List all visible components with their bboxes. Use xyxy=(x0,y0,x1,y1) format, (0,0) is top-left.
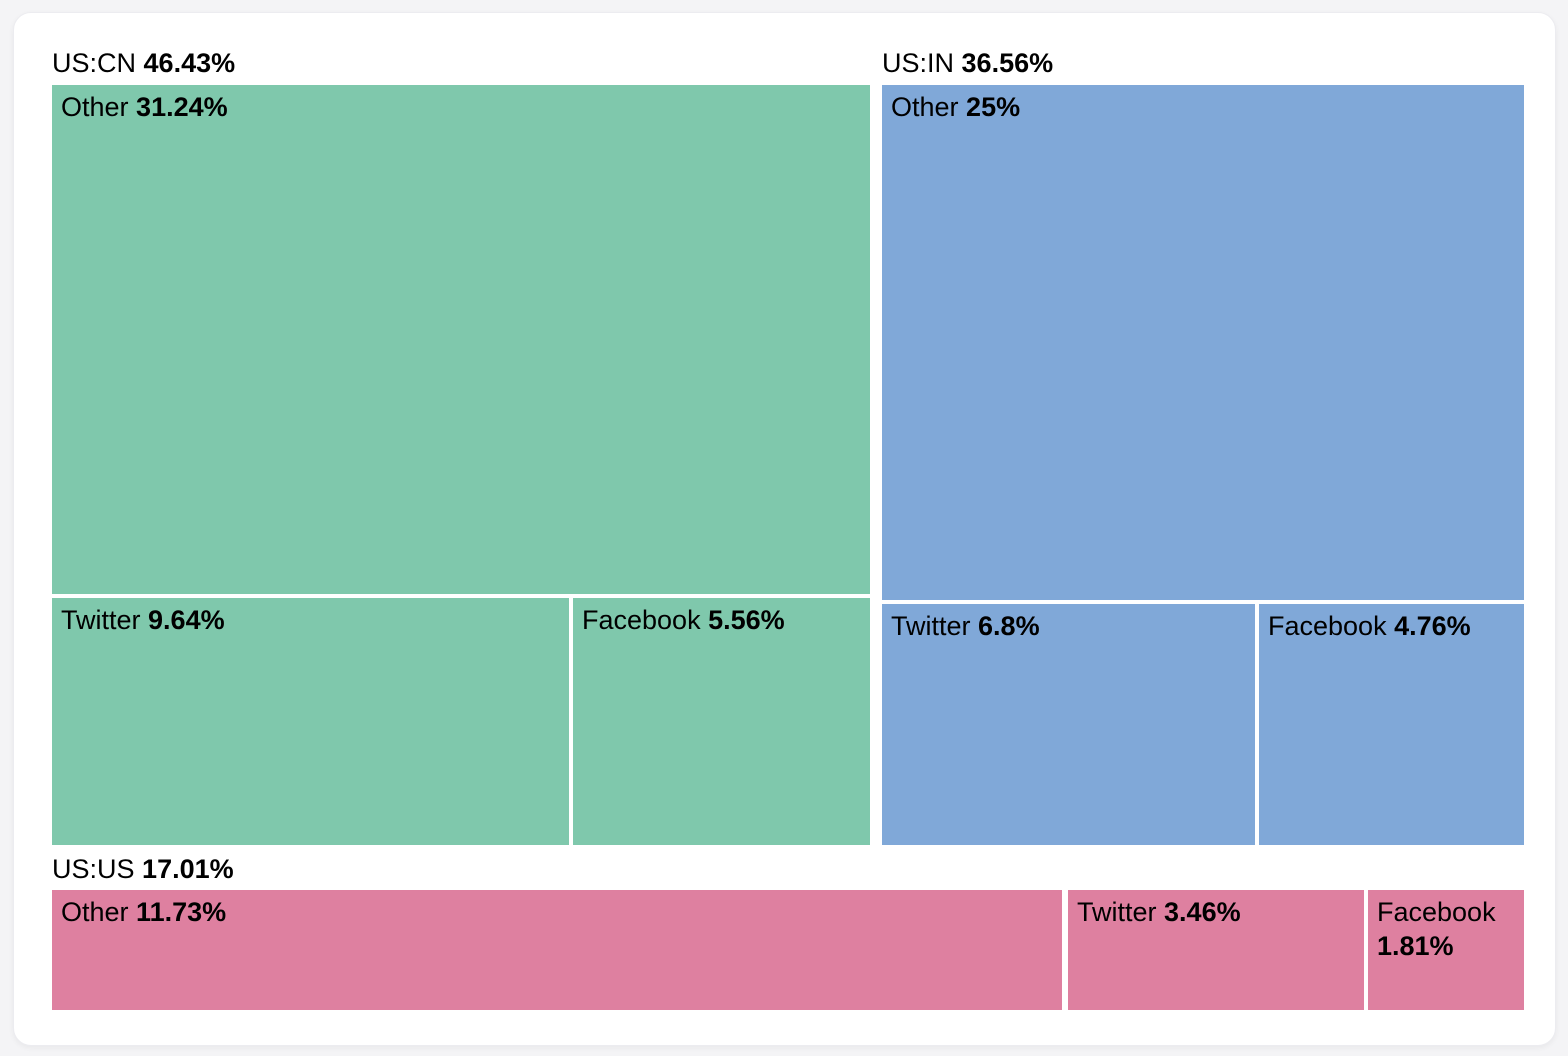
group-value: 36.56% xyxy=(961,48,1054,78)
group-value: 46.43% xyxy=(143,48,236,78)
treemap-cell-us-in-twitter[interactable]: Twitter 6.8% xyxy=(882,604,1255,845)
group-value: 17.01% xyxy=(142,854,234,884)
group-header-us-in: US:IN 36.56% xyxy=(882,46,1053,80)
cell-label: Facebook xyxy=(1268,611,1387,641)
cell-value: 25% xyxy=(966,92,1021,122)
cell-label: Other xyxy=(61,897,129,927)
group-label: US:US xyxy=(52,854,135,884)
treemap-cell-us-in-other[interactable]: Other 25% xyxy=(882,85,1524,600)
cell-value: 4.76% xyxy=(1394,611,1471,641)
cell-value: 5.56% xyxy=(708,605,785,635)
cell-value: 9.64% xyxy=(148,605,225,635)
cell-label: Twitter xyxy=(891,611,971,641)
treemap-cell-us-cn-twitter[interactable]: Twitter 9.64% xyxy=(52,598,569,845)
cell-label: Facebook xyxy=(1377,897,1496,927)
treemap-cell-us-in-facebook[interactable]: Facebook 4.76% xyxy=(1259,604,1524,845)
treemap-cell-us-us-other[interactable]: Other 11.73% xyxy=(52,890,1062,1010)
cell-label: Twitter xyxy=(61,605,141,635)
cell-value: 31.24% xyxy=(136,92,228,122)
treemap-chart: US:CN 46.43% US:IN 36.56% US:US 17.01% O… xyxy=(52,46,1524,1010)
group-header-us-us: US:US 17.01% xyxy=(52,852,234,886)
treemap-cell-us-cn-facebook[interactable]: Facebook 5.56% xyxy=(573,598,870,845)
group-label: US:CN xyxy=(52,48,137,78)
treemap-cell-us-us-twitter[interactable]: Twitter 3.46% xyxy=(1068,890,1364,1010)
treemap-card: US:CN 46.43% US:IN 36.56% US:US 17.01% O… xyxy=(13,12,1556,1046)
treemap-cell-us-us-facebook[interactable]: Facebook 1.81% xyxy=(1368,890,1524,1010)
cell-label: Other xyxy=(891,92,959,122)
cell-value: 6.8% xyxy=(978,611,1040,641)
cell-value: 1.81% xyxy=(1377,931,1454,961)
cell-label: Facebook xyxy=(582,605,701,635)
cell-value: 11.73% xyxy=(136,897,227,927)
group-header-us-cn: US:CN 46.43% xyxy=(52,46,235,80)
cell-label: Twitter xyxy=(1077,897,1157,927)
cell-value: 3.46% xyxy=(1164,897,1241,927)
cell-label: Other xyxy=(61,92,129,122)
group-label: US:IN xyxy=(882,48,955,78)
treemap-cell-us-cn-other[interactable]: Other 31.24% xyxy=(52,85,870,594)
